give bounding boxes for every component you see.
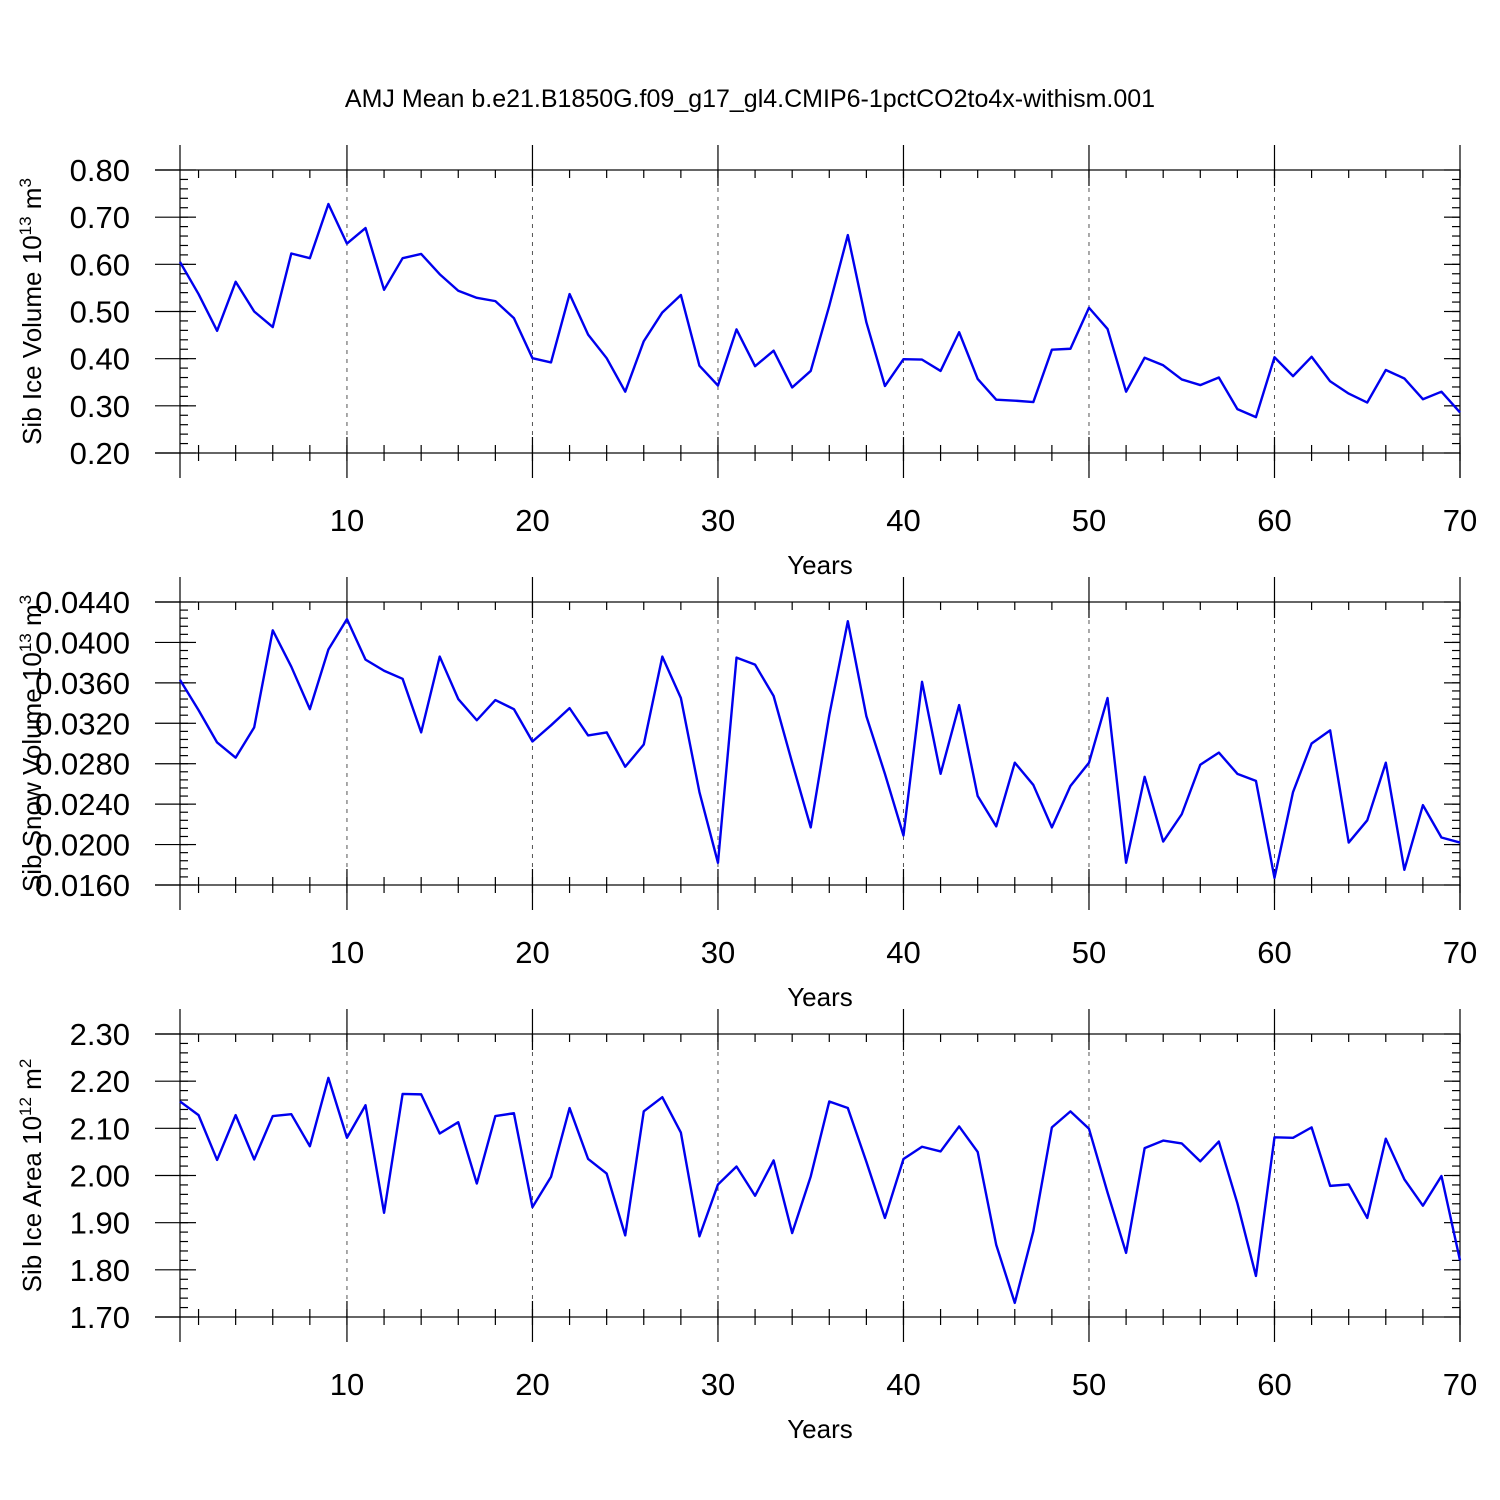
x-axis-label: Years: [787, 982, 853, 1012]
y-tick-label: 0.50: [70, 295, 130, 330]
y-axis-label-part: 12: [16, 1097, 35, 1116]
panel-3: 1.70 1.80 1.90 2.00 2.10 2.20 2.30 10 20 30 40 50 60…: [16, 1009, 1477, 1444]
y-axis-label-part: Sib Ice Area 10: [17, 1116, 47, 1292]
panel-2: 0.0160 0.0200 0.0240 0.0280 0.0320 0.0360 0.04…: [16, 577, 1477, 1012]
x-tick-label: 60: [1257, 935, 1291, 970]
y-tick-label: 0.0160: [35, 868, 130, 903]
x-tick-label: 50: [1072, 935, 1106, 970]
x-tick-label: 40: [886, 503, 920, 538]
y-tick-label: 0.40: [70, 342, 130, 377]
x-tick-label: 40: [886, 935, 920, 970]
y-tick-label: 0.70: [70, 200, 130, 235]
y-axis-label-part: m: [17, 188, 47, 217]
y-tick-label: 0.0280: [35, 747, 130, 782]
x-tick-label: 10: [330, 1367, 364, 1402]
x-tick-label: 30: [701, 935, 735, 970]
y-axis-label-part: Sib Snow Volume 10: [17, 652, 47, 892]
y-axis-label-part: Sib Ice Volume 10: [17, 235, 47, 445]
y-tick-label: 0.80: [70, 153, 130, 188]
x-axis-label: Years: [787, 1414, 853, 1444]
x-tick-label: 60: [1257, 503, 1291, 538]
series-line: [178, 202, 1461, 419]
series-line: [179, 1076, 1462, 1305]
x-tick-label: 70: [1443, 1367, 1477, 1402]
y-tick-label: 0.60: [70, 247, 130, 282]
x-axis-label: Years: [787, 550, 853, 580]
plot-frame: [179, 1033, 1461, 1318]
y-tick-label: 0.0400: [35, 625, 130, 660]
plot-frame: [179, 169, 1461, 454]
y-axis-label: Sib Ice Area 1012 m2: [16, 1059, 47, 1293]
y-tick-label: 0.0360: [35, 666, 130, 701]
y-tick-label: 0.0200: [35, 828, 130, 863]
y-axis-label-part: 13: [16, 633, 35, 652]
y-axis-label: Sib Snow Volume 1013 m3: [16, 595, 47, 892]
x-tick-label: 70: [1443, 503, 1477, 538]
x-tick-label: 60: [1257, 1367, 1291, 1402]
series-line: [178, 617, 1461, 880]
y-tick-label: 1.90: [70, 1206, 130, 1241]
x-tick-label: 50: [1072, 503, 1106, 538]
figure-title: AMJ Mean b.e21.B1850G.f09_g17_gl4.CMIP6-…: [345, 85, 1155, 113]
x-tick-label: 10: [330, 935, 364, 970]
x-tick-label: 50: [1072, 1367, 1106, 1402]
y-tick-label: 2.20: [70, 1064, 130, 1099]
panel-1: 0.20 0.30 0.40 0.50 0.60 0.70 0.80 10 20 30 40 50 60…: [16, 145, 1477, 580]
panels: 0.20 0.30 0.40 0.50 0.60 0.70 0.80 10 20 30 40 50 60…: [16, 145, 1477, 1444]
x-tick-label: 20: [515, 935, 549, 970]
y-tick-label: 0.0240: [35, 787, 130, 822]
x-tick-label: 40: [886, 1367, 920, 1402]
y-axis-label: Sib Ice Volume 1013 m3: [16, 178, 47, 445]
y-tick-label: 0.0440: [35, 585, 130, 620]
y-axis-label-part: m: [17, 604, 47, 633]
y-tick-label: 2.00: [70, 1159, 130, 1194]
x-tick-label: 30: [701, 503, 735, 538]
y-axis-label-part: 3: [16, 178, 35, 187]
y-tick-label: 0.0320: [35, 706, 130, 741]
y-tick-label: 1.80: [70, 1253, 130, 1288]
x-tick-label: 20: [515, 1367, 549, 1402]
y-tick-label: 2.30: [70, 1017, 130, 1052]
y-tick-label: 1.70: [70, 1300, 130, 1335]
y-axis-label-part: m: [17, 1068, 47, 1097]
y-axis-label-part: 3: [16, 595, 35, 604]
x-tick-label: 10: [330, 503, 364, 538]
y-axis-label-part: 13: [16, 216, 35, 235]
plot-frame: [179, 601, 1461, 886]
x-tick-label: 30: [701, 1367, 735, 1402]
y-tick-label: 0.20: [70, 436, 130, 471]
y-tick-label: 0.30: [70, 389, 130, 424]
y-axis-label-part: 2: [16, 1059, 35, 1068]
x-tick-label: 20: [515, 503, 549, 538]
x-tick-label: 70: [1443, 935, 1477, 970]
y-tick-label: 2.10: [70, 1111, 130, 1146]
